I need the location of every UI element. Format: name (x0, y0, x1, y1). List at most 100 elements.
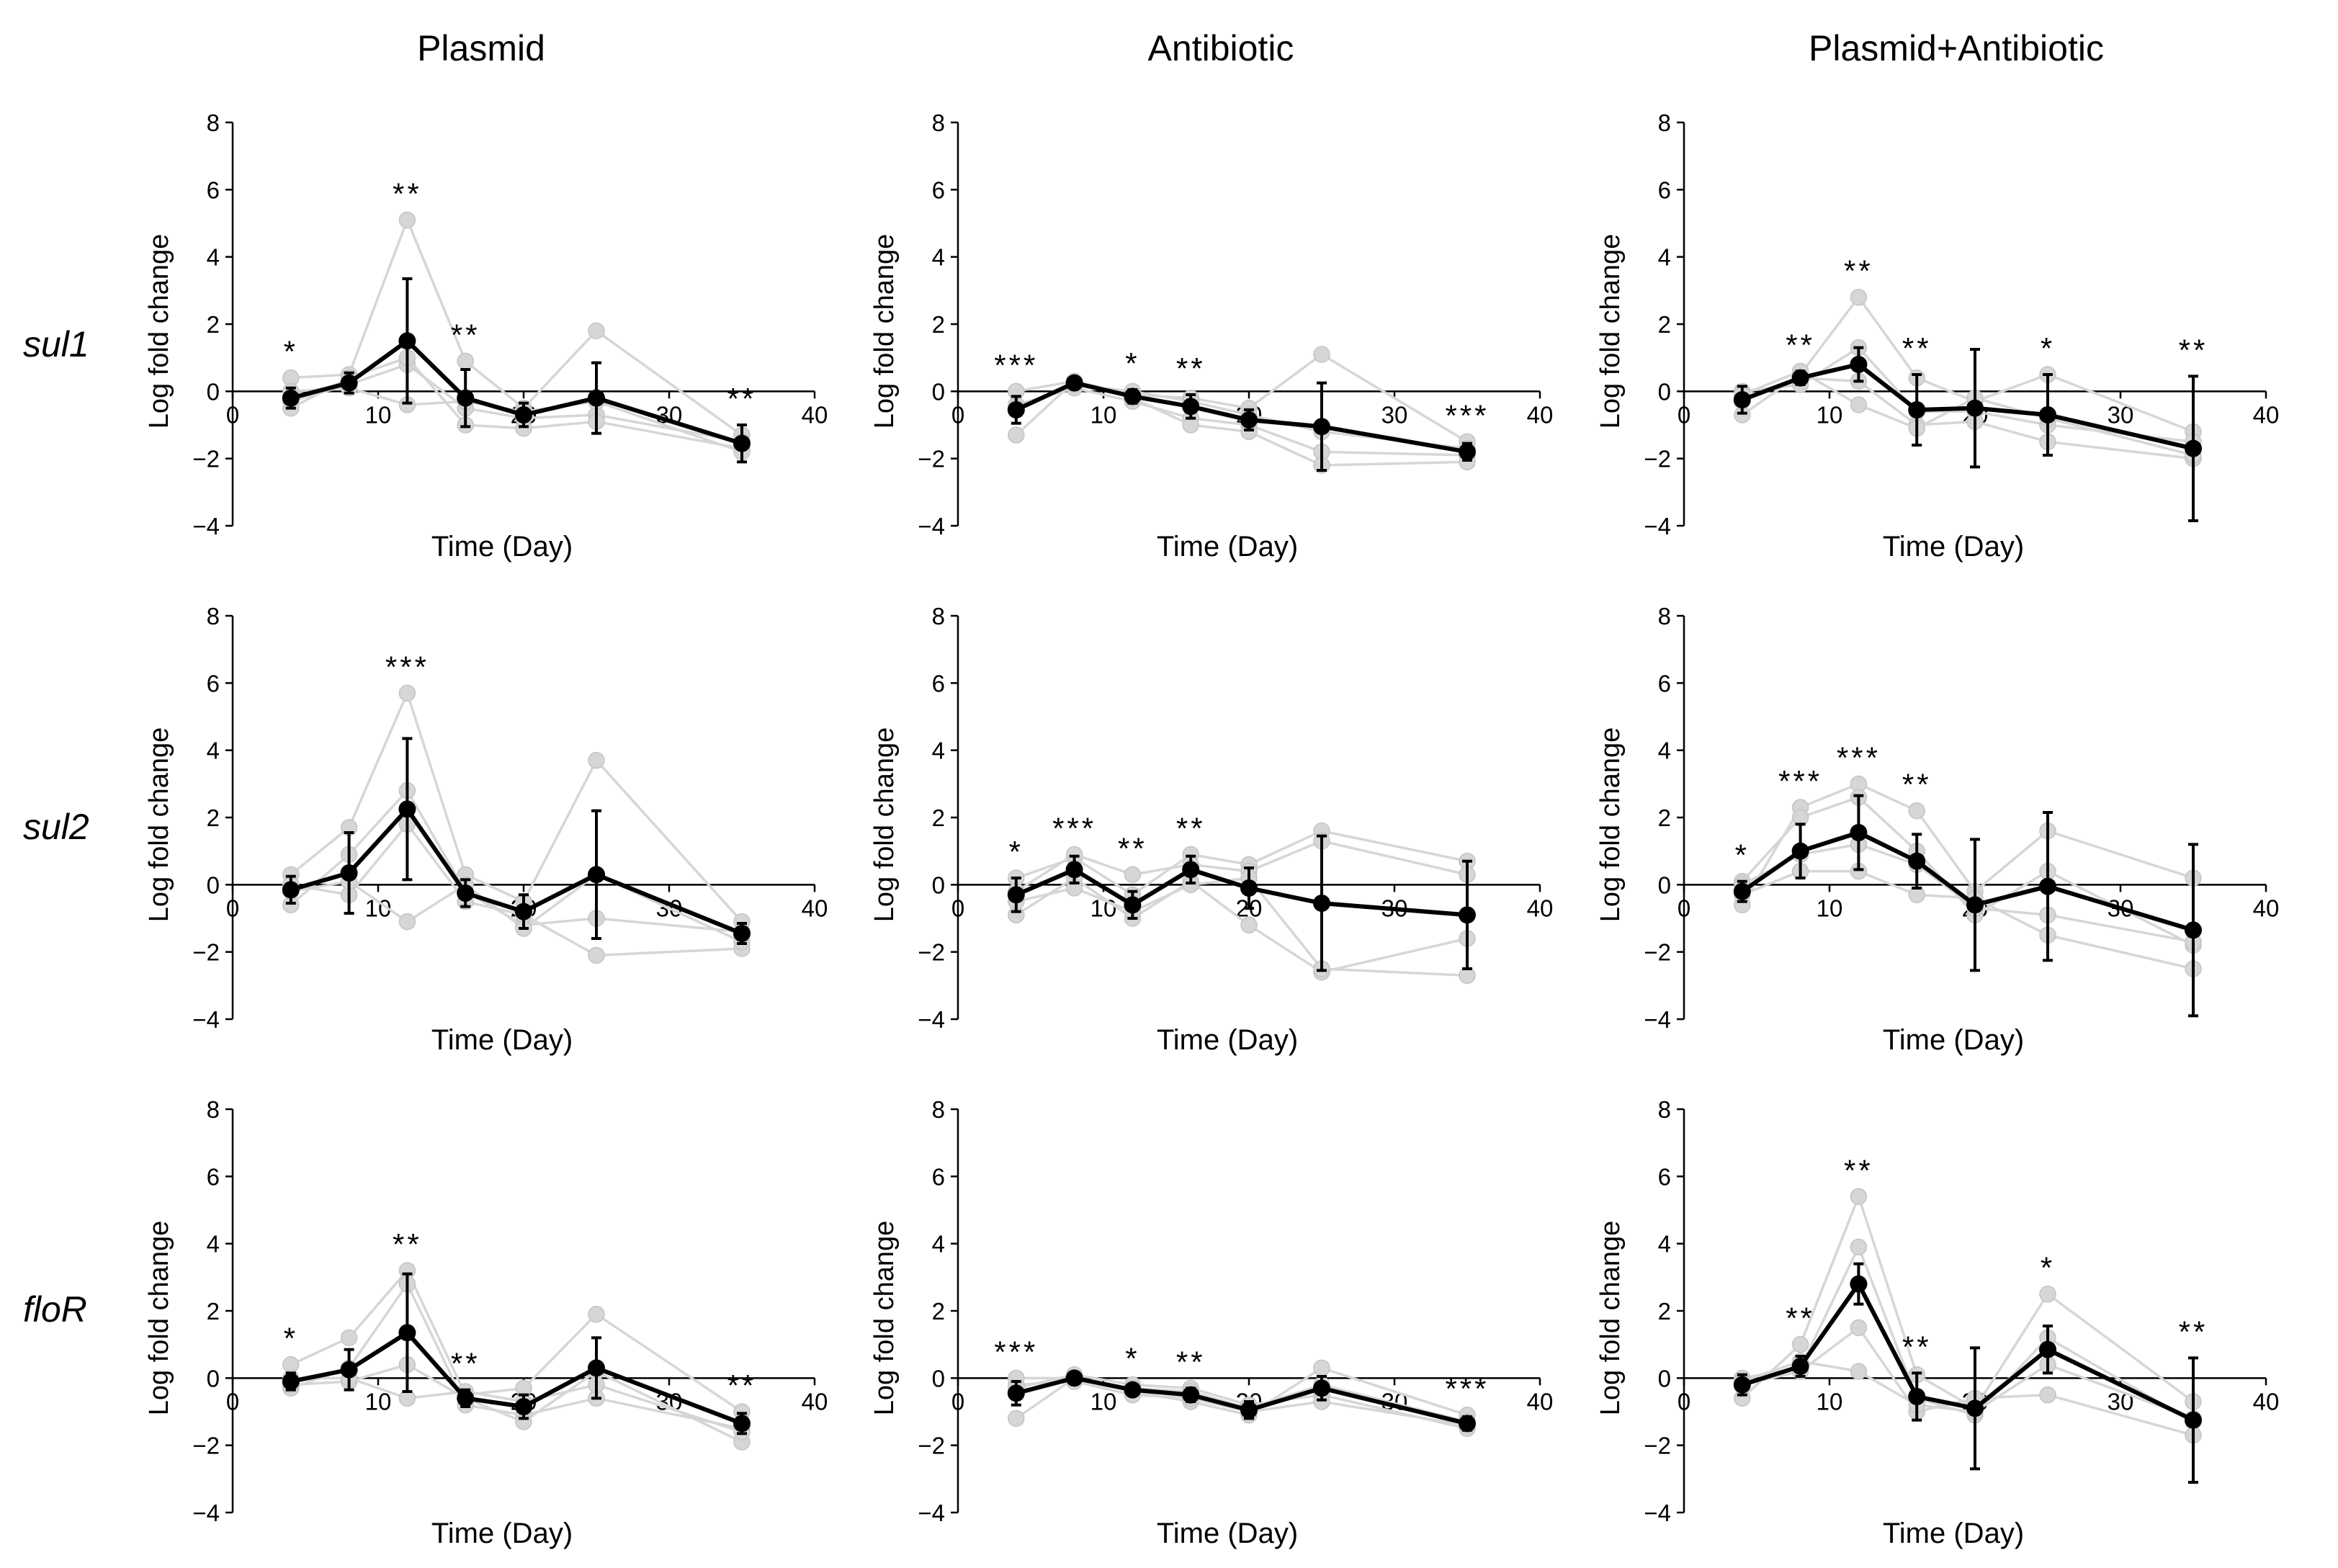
replicate-point (1850, 1363, 1868, 1380)
y-tick-label: 6 (1658, 670, 1671, 696)
x-tick-label: 0 (226, 895, 239, 921)
y-axis-title: Log fold change (144, 1221, 174, 1415)
y-tick-label: −4 (192, 513, 220, 539)
mean-point (1007, 1384, 1025, 1402)
mean-point (1240, 879, 1258, 897)
y-tick-label: −4 (1644, 1500, 1671, 1526)
y-tick-label: 2 (932, 805, 945, 831)
y-tick-label: 6 (1658, 176, 1671, 203)
mean-point (1733, 882, 1751, 900)
x-axis-title: Time (Day) (1157, 1024, 1298, 1056)
x-axis-title: Time (Day) (1157, 1518, 1298, 1549)
y-tick-label: −4 (918, 1006, 945, 1033)
replicate-line (1741, 782, 2194, 906)
y-tick-label: 0 (207, 872, 220, 898)
significance-stars: ** (1902, 768, 1932, 802)
y-tick-label: 2 (207, 1298, 220, 1325)
significance-stars: ** (1176, 811, 1206, 845)
x-tick-label: 40 (1527, 401, 1554, 428)
mean-point (398, 800, 416, 818)
replicate-point (1850, 396, 1868, 413)
y-tick-label: 2 (1658, 311, 1671, 338)
mean-point (2039, 1340, 2056, 1358)
x-tick-label: 40 (2253, 401, 2280, 428)
y-tick-label: 4 (207, 1231, 220, 1258)
significance-stars: *** (994, 348, 1038, 382)
replicate-point (1008, 426, 1025, 444)
x-tick-label: 40 (2253, 895, 2280, 921)
y-tick-label: −2 (918, 939, 945, 966)
y-tick-label: −2 (918, 446, 945, 472)
significance-stars: ** (1786, 328, 1815, 362)
y-tick-label: 2 (207, 311, 220, 338)
y-tick-label: −4 (192, 1500, 220, 1526)
replicate-point (1313, 346, 1330, 363)
replicate-point (588, 322, 605, 340)
x-tick-label: 0 (951, 401, 964, 428)
mean-point (2185, 921, 2202, 939)
significance-stars: *** (1778, 764, 1822, 798)
significance-stars: * (1125, 1342, 1139, 1376)
y-tick-label: 4 (1658, 738, 1671, 764)
significance-stars: ** (727, 1368, 757, 1402)
y-axis-title: Log fold change (869, 727, 900, 922)
y-tick-label: 0 (207, 378, 220, 405)
mean-point (1124, 896, 1142, 914)
replicate-point (588, 1305, 605, 1323)
mean-point (1182, 1386, 1200, 1404)
y-tick-label: 4 (932, 738, 945, 764)
y-tick-label: 8 (932, 109, 945, 136)
mean-point (282, 1373, 300, 1390)
y-tick-label: 0 (932, 1365, 945, 1392)
y-tick-label: 0 (207, 1365, 220, 1392)
y-tick-label: 6 (932, 176, 945, 203)
x-axis-title: Time (Day) (431, 531, 573, 563)
mean-point (1733, 391, 1751, 408)
mean-point (398, 1324, 416, 1342)
y-tick-label: 8 (207, 603, 220, 630)
replicate-point (1850, 1319, 1868, 1337)
replicate-point (1850, 288, 1868, 306)
y-tick-label: −2 (1644, 939, 1671, 966)
y-tick-label: −4 (1644, 513, 1671, 539)
replicate-point (1850, 1238, 1868, 1256)
y-tick-label: 2 (1658, 1298, 1671, 1325)
significance-stars: * (2041, 331, 2055, 365)
mean-point (340, 1361, 358, 1379)
panel-sul1-antibiotic: −4−202468010203040Time (Day)Log fold cha… (869, 109, 1553, 563)
y-tick-label: 2 (207, 805, 220, 831)
mean-point (1313, 1379, 1330, 1397)
y-tick-label: 0 (1658, 378, 1671, 405)
replicate-point (457, 352, 474, 370)
significance-stars: * (284, 1322, 298, 1356)
y-axis-title: Log fold change (1595, 234, 1626, 429)
panel-floR-plasmid-antibiotic: −4−202468010203040Time (Day)Log fold cha… (1595, 1096, 2279, 1549)
x-axis-title: Time (Day) (1883, 1024, 2024, 1056)
x-tick-label: 40 (2253, 1388, 2280, 1415)
mean-point (1065, 861, 1083, 879)
mean-point (1966, 896, 1984, 914)
y-tick-label: 4 (932, 244, 945, 271)
y-tick-label: 0 (932, 378, 945, 405)
significance-stars: *** (385, 650, 429, 684)
mean-point (1240, 411, 1258, 429)
x-axis-title: Time (Day) (1883, 1518, 2024, 1549)
significance-stars: *** (1837, 740, 1881, 774)
mean-point (1908, 1388, 1926, 1405)
replicate-point (588, 946, 605, 964)
replicate-point (2039, 1285, 2056, 1303)
x-tick-label: 40 (1527, 895, 1554, 921)
x-axis-title: Time (Day) (1883, 531, 2024, 563)
y-axis-title: Log fold change (1595, 1221, 1626, 1415)
x-tick-label: 30 (1381, 401, 1408, 428)
mean-point (1182, 861, 1200, 879)
y-tick-label: 2 (932, 311, 945, 338)
mean-point (1182, 398, 1200, 416)
mean-point (733, 925, 751, 942)
x-tick-label: 0 (226, 1388, 239, 1415)
significance-stars: *** (1052, 811, 1096, 845)
x-axis-title: Time (Day) (431, 1518, 573, 1549)
mean-point (1313, 895, 1330, 912)
x-tick-label: 10 (1817, 401, 1843, 428)
replicate-point (1850, 1188, 1868, 1206)
